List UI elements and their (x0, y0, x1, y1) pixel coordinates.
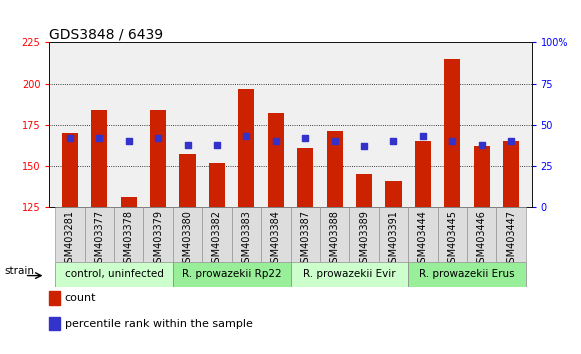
Text: GSM403377: GSM403377 (94, 210, 105, 269)
Point (153, 135, 163, 141)
Point (242, 133, 251, 139)
Bar (474, 146, 490, 207)
Bar (379, 207, 408, 262)
Point (271, 138, 281, 144)
Text: R. prowazekii Evir: R. prowazekii Evir (303, 269, 396, 279)
Point (389, 138, 398, 144)
Text: GSM403382: GSM403382 (212, 210, 222, 269)
Bar (49, 316, 59, 331)
Text: GSM403387: GSM403387 (300, 210, 310, 269)
Bar (415, 141, 431, 207)
Bar (385, 181, 401, 207)
Bar (62, 133, 78, 207)
Bar (408, 262, 526, 287)
Bar (85, 207, 114, 262)
Bar (238, 88, 254, 207)
Point (183, 142, 192, 147)
Bar (49, 291, 59, 305)
Bar (173, 262, 290, 287)
Text: GSM403445: GSM403445 (447, 210, 457, 269)
Bar (327, 131, 343, 207)
Text: GSM403446: GSM403446 (476, 210, 487, 269)
Text: GSM403391: GSM403391 (389, 210, 399, 269)
Bar (180, 154, 196, 207)
Text: R. prowazekii Rp22: R. prowazekii Rp22 (182, 269, 282, 279)
Bar (320, 207, 349, 262)
Point (95, 135, 104, 141)
Bar (356, 174, 372, 207)
Bar (408, 207, 437, 262)
Text: GSM403380: GSM403380 (182, 210, 192, 269)
Point (507, 138, 516, 144)
Text: GSM403383: GSM403383 (241, 210, 252, 269)
Bar (121, 197, 137, 207)
Point (477, 142, 486, 147)
Text: percentile rank within the sample: percentile rank within the sample (64, 319, 253, 329)
Bar (437, 207, 467, 262)
Point (418, 133, 428, 139)
Bar (467, 207, 496, 262)
Text: strain: strain (4, 266, 34, 276)
Bar (232, 207, 261, 262)
Bar (290, 207, 320, 262)
Point (330, 138, 339, 144)
Point (124, 138, 134, 144)
Bar (444, 59, 460, 207)
Bar (114, 207, 144, 262)
Text: R. prowazekii Erus: R. prowazekii Erus (419, 269, 515, 279)
Bar (496, 207, 526, 262)
Point (65, 135, 74, 141)
Point (360, 143, 369, 149)
Bar (261, 207, 290, 262)
Text: GSM403378: GSM403378 (124, 210, 134, 269)
Bar (173, 207, 202, 262)
Point (212, 142, 221, 147)
Bar (268, 113, 284, 207)
Text: GSM403384: GSM403384 (271, 210, 281, 269)
Text: GSM403388: GSM403388 (329, 210, 340, 269)
Text: GDS3848 / 6439: GDS3848 / 6439 (49, 27, 163, 41)
Text: GSM403447: GSM403447 (506, 210, 516, 269)
Bar (55, 262, 173, 287)
Bar (55, 207, 85, 262)
Bar (144, 207, 173, 262)
Bar (503, 141, 519, 207)
Bar (349, 207, 379, 262)
Text: GSM403389: GSM403389 (359, 210, 369, 269)
Bar (290, 262, 408, 287)
Bar (202, 207, 232, 262)
Point (447, 138, 457, 144)
Text: control, uninfected: control, uninfected (64, 269, 163, 279)
Text: count: count (64, 293, 96, 303)
Bar (91, 110, 107, 207)
Text: GSM403281: GSM403281 (65, 210, 75, 269)
Text: GSM403444: GSM403444 (418, 210, 428, 269)
Text: GSM403379: GSM403379 (153, 210, 163, 269)
Bar (209, 162, 225, 207)
Point (300, 135, 310, 141)
Bar (150, 110, 166, 207)
Bar (297, 148, 313, 207)
